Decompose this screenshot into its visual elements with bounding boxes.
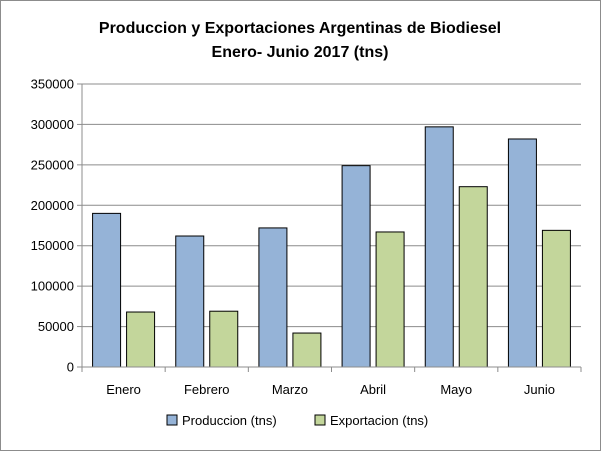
axes xyxy=(81,84,582,372)
bar-produccion-marzo xyxy=(258,227,288,368)
y-tick-label-4: 200000 xyxy=(31,198,74,213)
x-tick-label-abril: Abril xyxy=(360,382,386,397)
x-tick-label-febrero: Febrero xyxy=(184,382,230,397)
y-tick-label-1: 50000 xyxy=(38,319,74,334)
legend: Produccion (tns) Exportacion (tns) xyxy=(166,413,428,428)
gridlines xyxy=(77,83,581,368)
y-tick-label-0: 0 xyxy=(67,360,74,375)
legend-item-exportacion: Exportacion (tns) xyxy=(330,413,428,428)
y-tick-label-3: 150000 xyxy=(31,238,74,253)
bar-exportacion-febrero xyxy=(209,310,239,368)
x-tick-label-enero: Enero xyxy=(106,382,141,397)
bar-exportacion-enero xyxy=(126,311,156,368)
chart-title-line-1: Produccion y Exportaciones Argentinas de… xyxy=(99,20,501,37)
chart-title-line-2: Enero- Junio 2017 (tns) xyxy=(212,44,389,61)
bar-exportacion-abril xyxy=(375,231,405,368)
bar-produccion-enero xyxy=(92,212,122,368)
bar-produccion-abril xyxy=(341,165,371,368)
y-tick-label-5: 250000 xyxy=(31,157,74,172)
legend-swatch-0 xyxy=(166,414,178,426)
x-axis-tick-labels: Enero Febrero Marzo Abril Mayo Junio xyxy=(106,382,555,397)
bar-produccion-febrero xyxy=(175,235,205,368)
legend-swatch-1 xyxy=(314,414,326,426)
bar-exportacion-mayo xyxy=(458,186,488,368)
y-tick-label-2: 100000 xyxy=(31,279,74,294)
bar-produccion-junio xyxy=(507,138,537,368)
x-tick-label-junio: Junio xyxy=(524,382,555,397)
bar-exportacion-junio xyxy=(541,229,571,368)
x-tick-label-marzo: Marzo xyxy=(272,382,308,397)
legend-item-produccion: Produccion (tns) xyxy=(182,413,277,428)
bar-exportacion-marzo xyxy=(292,332,322,368)
y-tick-label-6: 300000 xyxy=(31,117,74,132)
y-axis-tick-labels: 0 50000 100000 150000 200000 250000 300000 3500… xyxy=(31,77,74,375)
bar-produccion-mayo xyxy=(424,126,454,368)
x-tick-label-mayo: Mayo xyxy=(440,382,472,397)
y-tick-label-7: 350000 xyxy=(31,77,74,92)
bars xyxy=(92,126,571,368)
